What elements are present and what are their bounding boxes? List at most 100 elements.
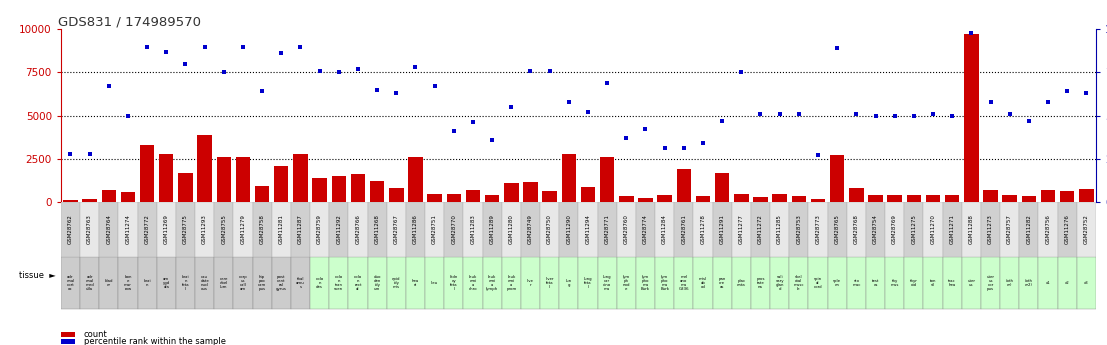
Point <box>618 135 635 141</box>
Bar <box>329 257 349 309</box>
Text: tissue  ►: tissue ► <box>19 271 55 280</box>
Bar <box>639 198 653 202</box>
Point <box>445 128 463 134</box>
Bar <box>1000 202 1020 257</box>
Bar <box>63 200 77 202</box>
Point <box>1001 111 1018 117</box>
Point <box>81 151 99 156</box>
Point <box>598 80 615 86</box>
Bar <box>524 182 538 202</box>
Point <box>464 120 482 125</box>
Text: test
es: test es <box>872 279 879 287</box>
Point <box>560 99 578 105</box>
Text: GSM28765: GSM28765 <box>835 215 840 244</box>
Text: GSM28768: GSM28768 <box>853 215 859 244</box>
Point <box>962 30 980 36</box>
Bar <box>504 183 518 202</box>
Text: kidn
ey
feta
l: kidn ey feta l <box>449 275 458 292</box>
Point <box>579 109 597 115</box>
Bar <box>82 199 96 202</box>
Bar <box>291 257 310 309</box>
Text: GSM11290: GSM11290 <box>567 215 571 244</box>
Bar <box>386 202 406 257</box>
Text: (oth
er): (oth er) <box>1005 279 1014 287</box>
Text: uter
us
cor
pus: uter us cor pus <box>986 275 994 292</box>
Text: GSM28760: GSM28760 <box>624 215 629 244</box>
Text: x3: x3 <box>1084 281 1088 285</box>
Text: GSM11281: GSM11281 <box>279 215 283 244</box>
Text: GDS831 / 174989570: GDS831 / 174989570 <box>58 15 200 28</box>
Text: GSM28749: GSM28749 <box>528 215 532 244</box>
Text: GSM11285: GSM11285 <box>777 215 783 244</box>
Text: adr
enal
cort
ex: adr enal cort ex <box>66 275 74 292</box>
Text: GSM11284: GSM11284 <box>662 215 668 244</box>
Text: post
cent
ral
gyrus: post cent ral gyrus <box>276 275 287 292</box>
Text: GSM11293: GSM11293 <box>203 215 207 244</box>
Text: brai
n: brai n <box>143 279 151 287</box>
Bar <box>753 197 767 202</box>
Bar <box>61 202 80 257</box>
Bar <box>658 195 672 202</box>
Bar <box>1057 202 1077 257</box>
Point <box>637 127 654 132</box>
Point <box>100 83 117 89</box>
Point <box>406 65 424 70</box>
Bar <box>234 257 252 309</box>
Point <box>349 66 366 72</box>
Point <box>906 113 923 118</box>
Bar <box>828 202 847 257</box>
Bar <box>121 192 135 202</box>
Bar <box>139 145 154 202</box>
Bar <box>962 257 981 309</box>
Bar <box>252 202 271 257</box>
Text: sto
mac: sto mac <box>852 279 860 287</box>
Bar <box>888 195 902 202</box>
Text: (oth
er2): (oth er2) <box>1025 279 1033 287</box>
Text: count: count <box>84 330 107 339</box>
Point <box>177 61 195 67</box>
Bar <box>215 202 234 257</box>
Text: GSM28775: GSM28775 <box>183 215 188 244</box>
Bar <box>962 202 981 257</box>
Bar <box>578 202 598 257</box>
Text: GSM11270: GSM11270 <box>931 215 935 244</box>
Point <box>655 146 673 151</box>
Bar <box>464 202 483 257</box>
Bar <box>370 181 384 202</box>
Text: duo
den
idy
um: duo den idy um <box>373 275 381 292</box>
Text: lym
pho
ma
Burk: lym pho ma Burk <box>641 275 650 292</box>
Bar <box>291 202 310 257</box>
Point <box>694 140 712 146</box>
Bar <box>293 155 308 202</box>
Bar <box>310 202 329 257</box>
Bar <box>329 202 349 257</box>
Bar <box>1020 202 1038 257</box>
Bar <box>521 202 540 257</box>
Bar <box>386 257 406 309</box>
Text: pan
cre
as: pan cre as <box>718 277 726 289</box>
Bar <box>1003 195 1017 202</box>
Point <box>62 151 80 156</box>
Bar <box>808 202 828 257</box>
Text: lun
g: lun g <box>566 279 572 287</box>
Point <box>790 111 808 117</box>
Bar <box>466 190 480 202</box>
Bar <box>635 257 655 309</box>
Bar <box>61 339 75 344</box>
Bar <box>80 257 100 309</box>
Bar <box>866 257 886 309</box>
Bar <box>789 257 808 309</box>
Bar <box>886 202 904 257</box>
Point <box>733 70 751 75</box>
Text: GSM11288: GSM11288 <box>969 215 974 244</box>
Point <box>752 111 769 117</box>
Text: GSM28764: GSM28764 <box>106 215 112 244</box>
Bar <box>847 257 866 309</box>
Bar <box>159 154 174 202</box>
Point <box>982 99 1000 105</box>
Bar <box>137 202 157 257</box>
Point <box>291 44 309 49</box>
Text: GSM28763: GSM28763 <box>87 215 92 244</box>
Point <box>272 51 290 56</box>
Text: GSM11273: GSM11273 <box>989 215 993 244</box>
